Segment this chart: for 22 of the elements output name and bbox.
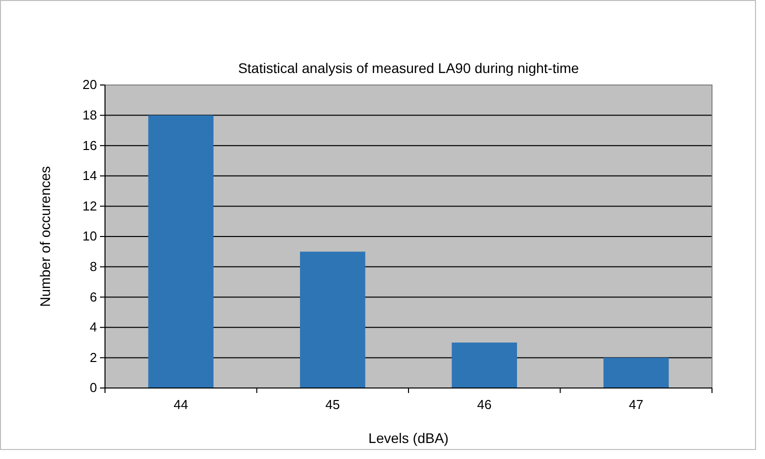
y-tick-label: 4 [90, 320, 97, 335]
x-tick-label: 47 [628, 397, 644, 412]
x-axis-title: Levels (dBA) [368, 430, 449, 446]
y-tick-label: 14 [82, 168, 97, 184]
y-axis-title: Number of occurences [37, 166, 53, 307]
bar [300, 252, 366, 388]
y-tick-label: 2 [90, 350, 97, 365]
chart-title: Statistical analysis of measured LA90 during night-time [238, 60, 580, 76]
y-tick-label: 12 [82, 198, 97, 214]
x-tick-label: 45 [325, 397, 340, 412]
x-tick-label: 44 [174, 397, 188, 412]
bar [452, 342, 517, 388]
y-tick-label: 10 [82, 228, 97, 244]
bar [604, 358, 669, 388]
y-tick-label: 20 [82, 77, 97, 92]
x-tick-label: 46 [477, 397, 492, 412]
y-tick-label: 16 [82, 138, 97, 153]
y-tick-label: 18 [82, 107, 97, 122]
y-tick-label: 8 [90, 258, 97, 274]
y-tick-label: 0 [90, 380, 97, 396]
bar [148, 115, 214, 388]
y-tick-label: 6 [90, 289, 97, 304]
